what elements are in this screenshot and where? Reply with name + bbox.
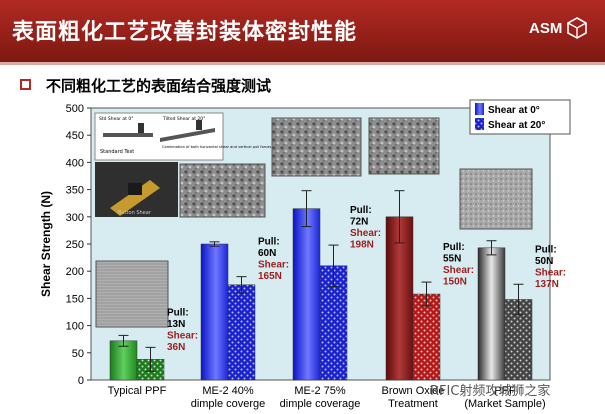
bar-shear-0-2 <box>292 208 321 381</box>
error-bar <box>236 276 247 294</box>
y-tick-label: 150 <box>66 293 84 305</box>
shear-test-diagram: Std Shear at 0° Tilted Shear at 20° Stan… <box>94 112 271 161</box>
inset-label-tilted-shear: Tilted Shear at 20° <box>162 116 205 122</box>
error-bar <box>513 283 524 316</box>
sem-image-ppf <box>95 260 169 328</box>
bar-shear-0-1 <box>200 243 229 381</box>
y-axis-label: Shear Strength (N) <box>39 191 53 297</box>
legend-label-0: Shear at 0° <box>488 105 540 116</box>
y-tick-label: 300 <box>66 212 84 224</box>
y-tick-label: 350 <box>66 185 84 197</box>
shear-annotation: 198N <box>350 240 374 251</box>
y-tick-label: 250 <box>66 239 84 251</box>
bar-shear-0-0 <box>109 340 138 381</box>
shear-annotation: 36N <box>167 342 185 353</box>
x-category-label: Treatment <box>388 398 438 410</box>
shear-annotation: Shear: <box>535 267 566 278</box>
x-category-label: PPF <box>494 385 516 397</box>
shear-annotation: Shear: <box>350 228 381 239</box>
error-bars <box>118 190 524 372</box>
button-shear-photo: Button Shear <box>95 162 178 217</box>
x-category-label: dimple coverage <box>280 398 361 410</box>
slide-header: 表面粗化工艺改善封装体密封性能 ASM <box>0 0 605 62</box>
shear-annotation: 165N <box>258 271 282 282</box>
y-tick-label: 100 <box>66 321 84 333</box>
sem-image-brown-oxide <box>368 117 440 175</box>
pull-annotation: Pull: <box>443 242 465 253</box>
error-bar <box>328 244 339 287</box>
y-tick-label: 0 <box>78 375 84 387</box>
shear-strength-chart: 0 50 100 150 200 250 300 350 400 450 500 Shear Str… <box>39 99 571 410</box>
bar-shear-0-3 <box>385 216 414 381</box>
error-bar <box>118 334 129 347</box>
y-tick-label: 500 <box>66 103 84 115</box>
pull-annotation: 55N <box>443 254 461 265</box>
section-heading-text: 不同粗化工艺的表面结合强度测试 <box>46 77 272 95</box>
shear-annotation: 137N <box>535 279 559 290</box>
inset-label-standard-test: Standard Test <box>100 149 134 155</box>
square-bullet-icon <box>20 79 31 90</box>
legend-label-20: Shear at 20° <box>488 120 545 131</box>
sem-image-market <box>459 168 533 230</box>
inset-label-combination: Combination of both horizontal shear and… <box>162 145 271 149</box>
watermark-text: RFIC射频攻城狮之家 <box>430 384 551 399</box>
sem-image-me2-75 <box>271 117 362 177</box>
inset-label-button-shear: Button Shear <box>118 210 152 216</box>
annotations: Pull:13NShear:36NPull:60NShear:165NPull:… <box>167 205 566 353</box>
pull-annotation: 50N <box>535 256 553 267</box>
bar-shear-20-1 <box>227 284 256 381</box>
pull-annotation: Pull: <box>535 244 557 255</box>
asm-logo-icon <box>567 17 587 39</box>
pull-annotation: Pull: <box>167 307 189 318</box>
y-tick-label: 400 <box>66 157 84 169</box>
pull-annotation: 13N <box>167 319 185 330</box>
pull-annotation: Pull: <box>258 237 280 248</box>
slide-title: 表面粗化工艺改善封装体密封性能 <box>12 20 358 45</box>
error-bar <box>486 240 497 256</box>
legend: Shear at 0° Shear at 20° <box>469 99 571 135</box>
sem-image-me2-40 <box>179 163 266 218</box>
error-bar <box>421 281 432 307</box>
asm-logo-text: ASM <box>529 20 563 37</box>
legend-swatch-0 <box>475 103 484 115</box>
y-tick-label: 50 <box>72 348 84 360</box>
x-axis-labels: Typical PPF ME-2 40%dimple coverge ME-2 75… <box>108 385 546 410</box>
error-bar <box>394 190 405 244</box>
pull-annotation: 72N <box>350 217 368 228</box>
bar-shear-20-3 <box>412 293 441 381</box>
error-bar <box>145 346 156 372</box>
shear-annotation: Shear: <box>443 265 474 276</box>
y-tick-label: 200 <box>66 266 84 278</box>
error-bar <box>301 190 312 228</box>
x-category-label: (Market Sample) <box>464 398 545 410</box>
shear-annotation: 150N <box>443 277 467 288</box>
x-category-label: ME-2 40% <box>202 385 254 397</box>
header-divider <box>0 62 605 65</box>
pull-annotation: 60N <box>258 248 276 259</box>
error-bar <box>209 241 220 247</box>
micrograph-insets: Std Shear at 0° Tilted Shear at 20° Stan… <box>94 112 533 328</box>
inset-label-std-shear: Std Shear at 0° <box>99 116 134 122</box>
shear-annotation: Shear: <box>167 330 198 341</box>
x-category-label: Typical PPF <box>108 385 167 397</box>
shear-annotation: Shear: <box>258 260 289 271</box>
bar-shear-0-4 <box>477 247 506 381</box>
y-axis: 0 50 100 150 200 250 300 350 400 450 500 <box>66 103 91 387</box>
y-tick-label: 450 <box>66 130 84 142</box>
x-category-label: Brown Oxide <box>382 385 445 397</box>
pull-annotation: Pull: <box>350 205 372 216</box>
x-category-label: ME-2 75% <box>294 385 346 397</box>
x-category-label: dimple coverge <box>191 398 266 410</box>
legend-swatch-20 <box>475 118 484 130</box>
